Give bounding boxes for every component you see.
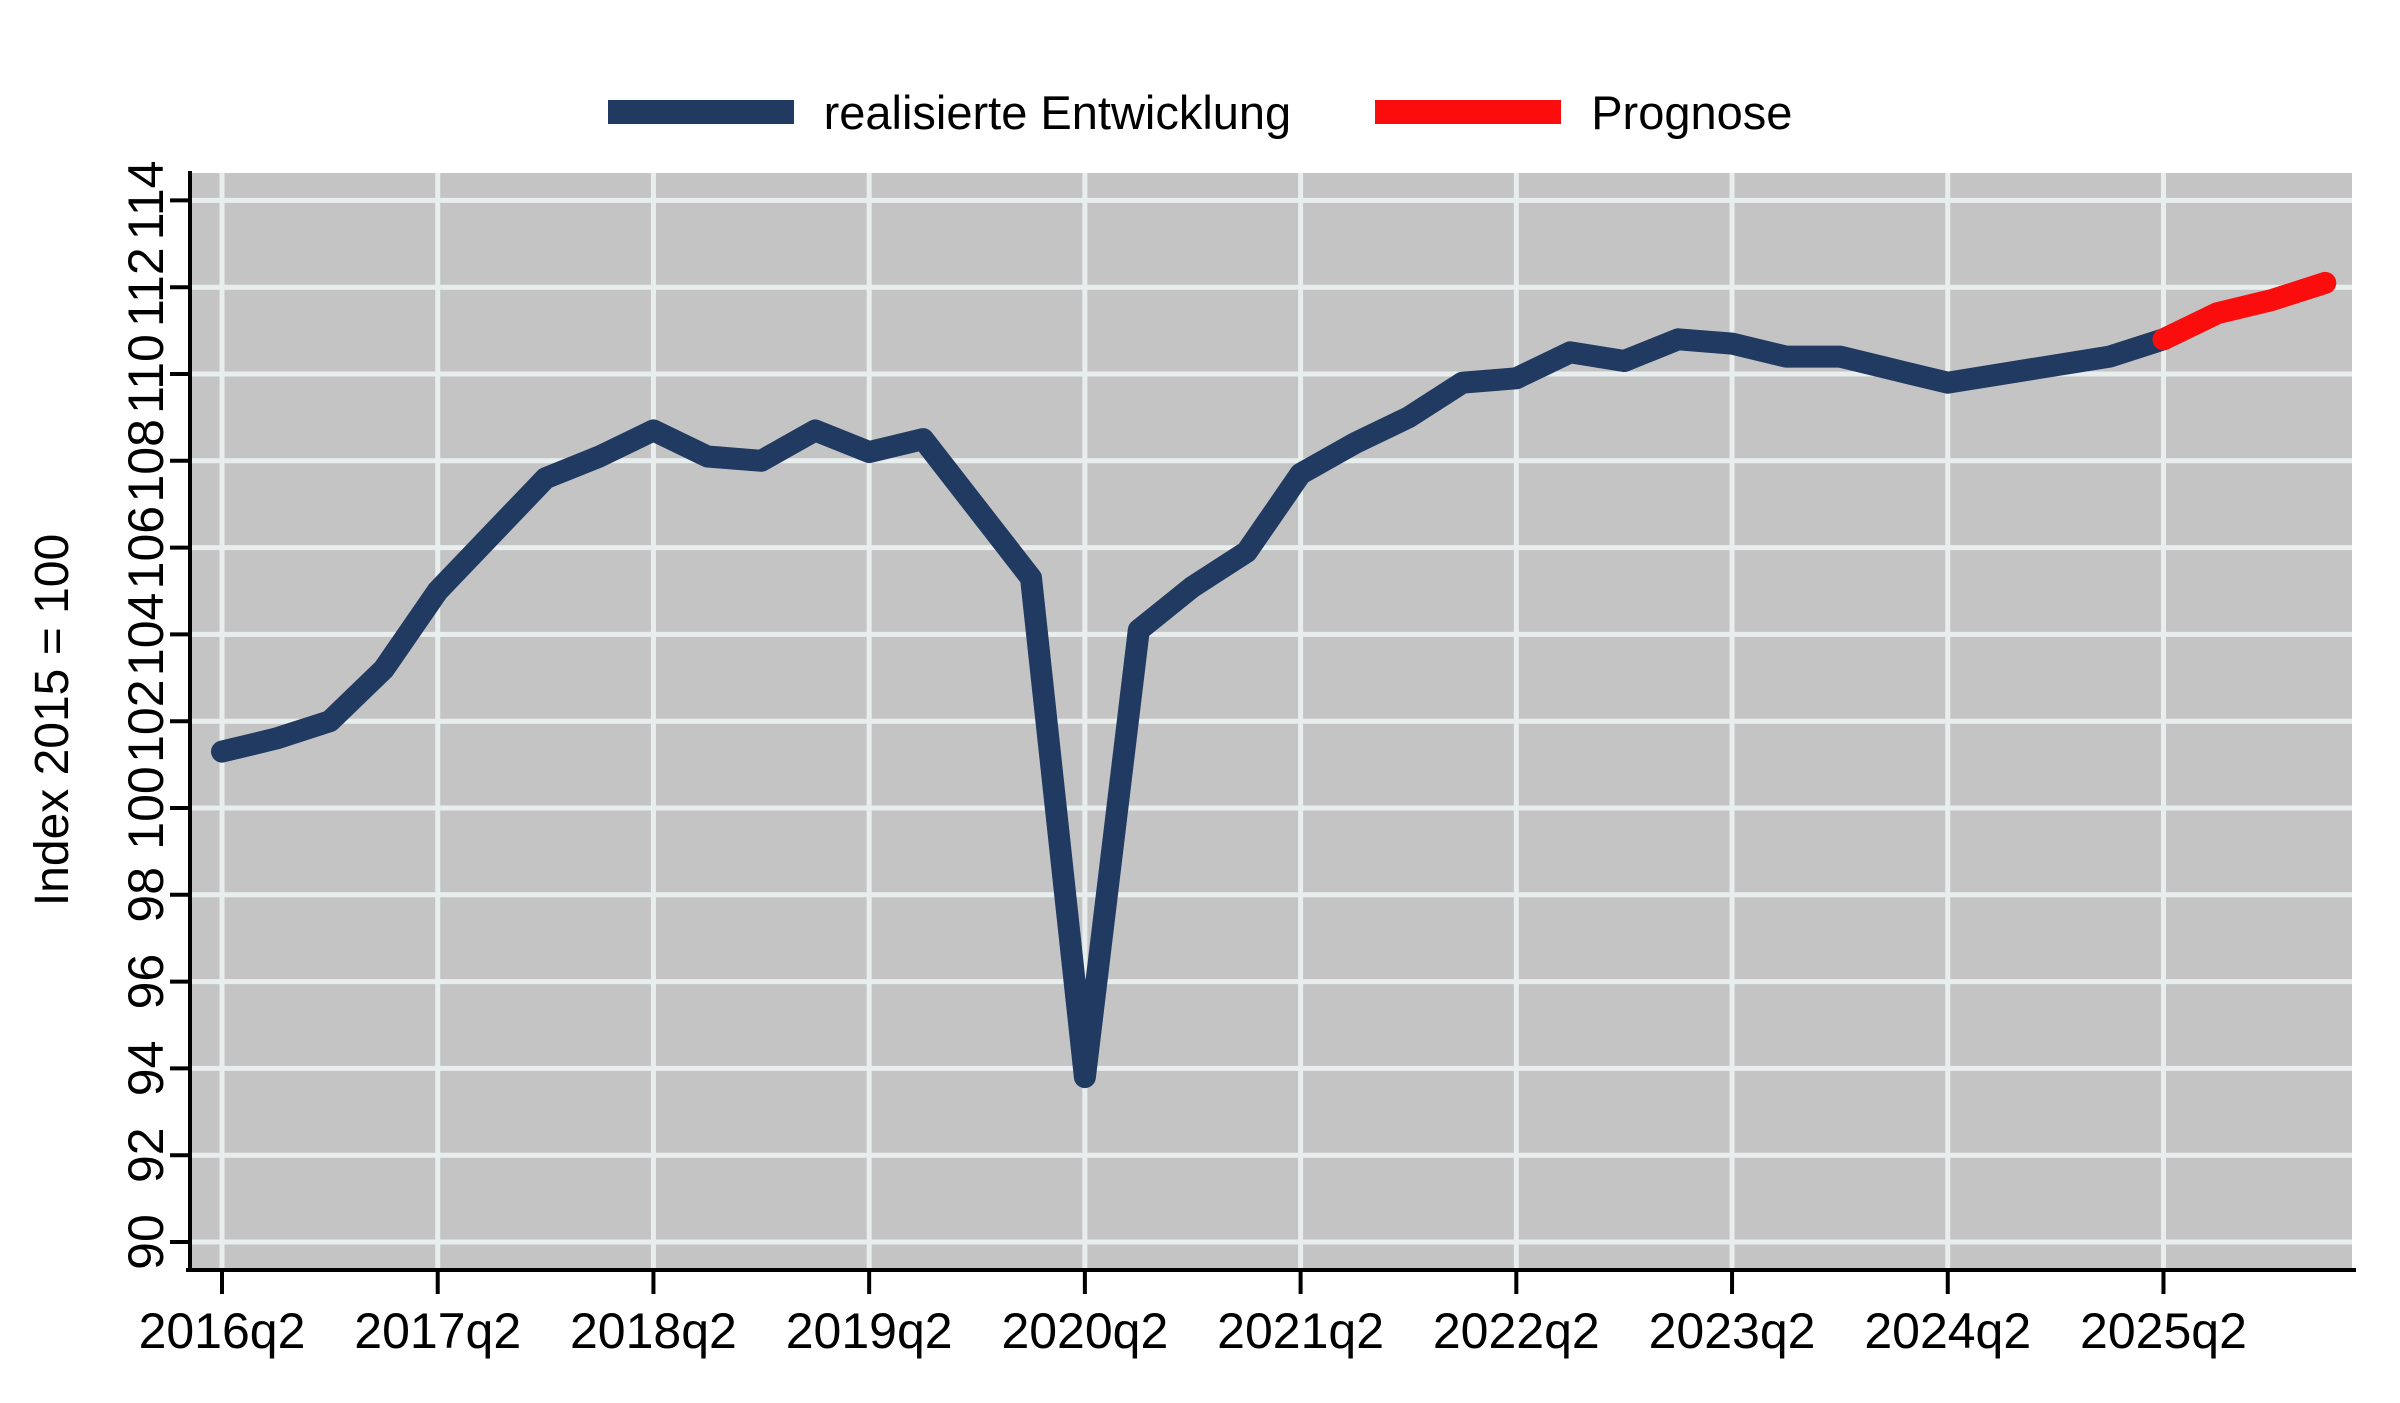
chart-legend: realisierte Entwicklung Prognose [0,80,2400,144]
y-tick-label: 108 [118,419,174,502]
x-tick-label: 2021q2 [1217,1303,1384,1359]
legend-label-forecast: Prognose [1591,85,1793,139]
y-tick-label: 106 [118,506,174,589]
x-tick-label: 2018q2 [570,1303,737,1359]
y-tick-label: 110 [118,334,174,414]
y-tick-label: 114 [118,161,174,241]
x-tick-label: 2023q2 [1649,1303,1816,1359]
x-tick-label: 2017q2 [354,1303,521,1359]
y-tick-label: 112 [118,247,174,327]
x-tick-label: 2024q2 [1864,1303,2031,1359]
x-tick-label: 2019q2 [786,1303,953,1359]
legend-item-forecast: Prognose [1375,85,1792,140]
y-tick-label: 100 [118,766,174,849]
legend-item-realized: realisierte Entwicklung [607,85,1292,140]
x-tick-label: 2022q2 [1433,1303,1600,1359]
y-tick-label: 98 [118,867,174,923]
x-tick-label: 2016q2 [139,1303,306,1359]
legend-label-realized: realisierte Entwicklung [823,85,1292,139]
y-tick-label: 104 [118,593,174,676]
y-tick-label: 90 [118,1214,174,1270]
y-tick-label: 102 [118,679,174,762]
forecast-line-swatch [1375,100,1562,124]
x-tick-label: 2025q2 [2080,1303,2247,1359]
x-tick-label: 2020q2 [1001,1303,1168,1359]
y-tick-label: 92 [118,1127,174,1183]
y-tick-label: 94 [118,1041,174,1097]
forecast-series-line [2152,271,2337,351]
y-axis-title: Index 2015 = 100 [26,534,79,906]
realized-series-line [211,328,2175,1089]
y-tick-label: 96 [118,954,174,1010]
realized-line-swatch [607,100,794,124]
